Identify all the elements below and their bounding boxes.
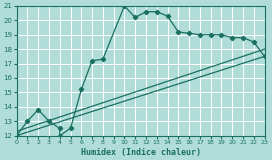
X-axis label: Humidex (Indice chaleur): Humidex (Indice chaleur): [81, 148, 200, 156]
